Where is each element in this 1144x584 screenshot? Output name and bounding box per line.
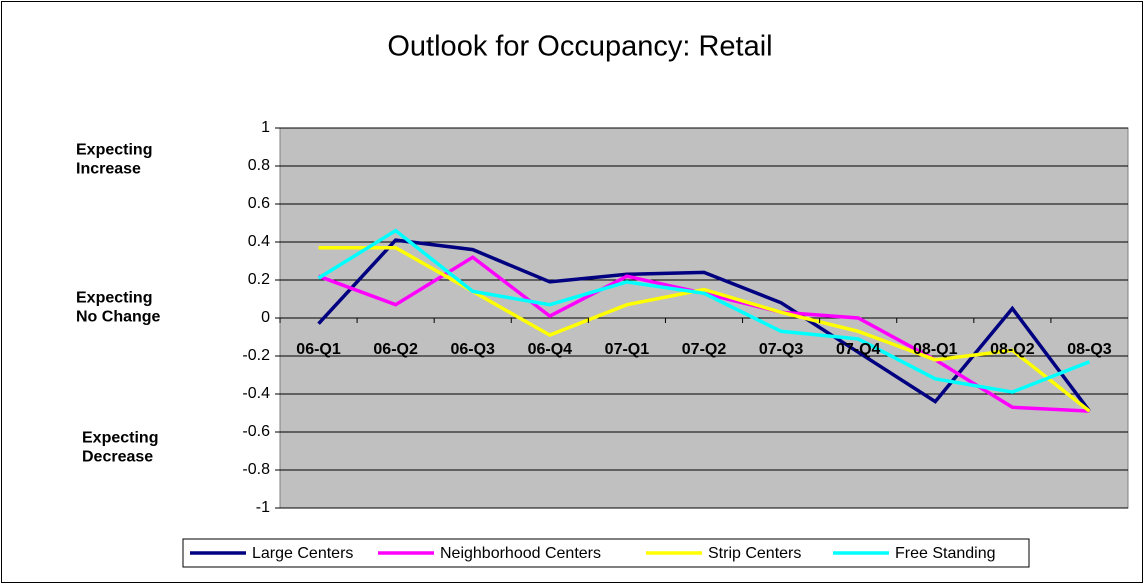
x-tick-label: 07-Q3 (759, 341, 804, 358)
annotation-line: Increase (76, 161, 141, 178)
annotation: Expecting Decrease (82, 430, 158, 466)
x-tick-label: 06-Q3 (450, 341, 495, 358)
x-tick-label: 07-Q4 (836, 341, 881, 358)
x-tick-label: 06-Q2 (373, 341, 418, 358)
annotation: Expecting No Change (76, 290, 161, 326)
legend-label: Free Standing (895, 545, 996, 562)
legend-label: Strip Centers (708, 545, 801, 562)
chart-title: Outlook for Occupancy: Retail (387, 31, 772, 63)
series-line (317, 228, 1091, 394)
legend-label: Large Centers (252, 545, 353, 562)
y-tick-label: -0.4 (242, 385, 270, 402)
y-tick-label: 0 (261, 309, 270, 326)
annotation-line: Expecting (82, 430, 158, 447)
x-tick-label: 08-Q3 (1067, 341, 1112, 358)
annotation-line: Expecting (76, 142, 152, 159)
x-tick-label: 07-Q1 (605, 341, 650, 358)
annotation-line: No Change (76, 309, 161, 326)
y-tick-label: 0.8 (248, 157, 270, 174)
y-tick-label: -0.8 (242, 461, 270, 478)
y-tick-label: 0.6 (248, 195, 270, 212)
x-tick-label: 06-Q1 (296, 341, 341, 358)
legend-label: Neighborhood Centers (440, 545, 601, 562)
x-tick-label: 08-Q2 (990, 341, 1035, 358)
series-line (318, 245, 1091, 413)
y-tick-label: -1 (256, 499, 270, 516)
series-line (317, 238, 1091, 413)
annotation-line: Expecting (76, 290, 152, 307)
annotation: Expecting Increase (76, 142, 152, 178)
y-tick-label: 1 (261, 119, 270, 136)
y-tick-label: -0.2 (242, 347, 270, 364)
y-tick-label: 0.2 (248, 271, 270, 288)
y-tick-label: 0.4 (248, 233, 270, 250)
x-tick-label: 08-Q1 (913, 341, 958, 358)
x-tick-label: 06-Q4 (528, 341, 573, 358)
y-tick-label: -0.6 (242, 423, 270, 440)
x-tick-label: 07-Q2 (682, 341, 727, 358)
annotation-line: Decrease (82, 449, 153, 466)
